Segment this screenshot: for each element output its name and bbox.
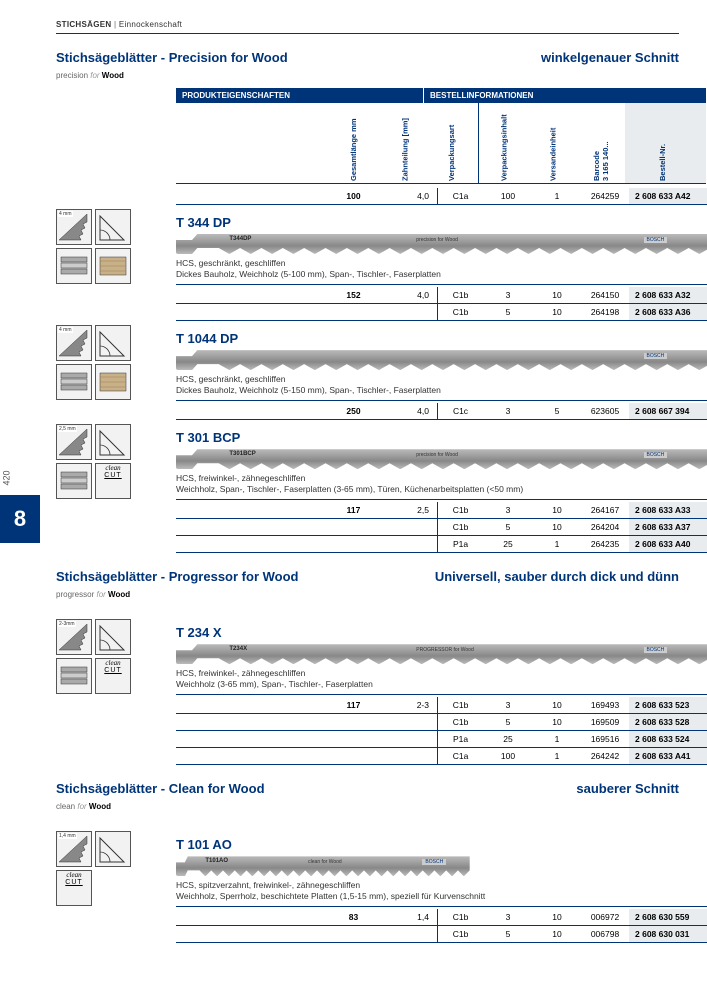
property-icon (95, 364, 131, 400)
blade-image: BOSCH (176, 350, 707, 370)
table-row: 831,4C1b3100069722 608 630 559 (176, 909, 707, 926)
clean-cut-icon: cleanCUT (95, 463, 131, 499)
table-row: C1a10012642422 608 633 A41 (176, 748, 707, 765)
product-block: 4 mmT 1044 DPBOSCHHCS, geschränkt, gesch… (56, 325, 679, 420)
product-block: 2-3mmcleanCUTT 234 XT234XPROGRESSOR for … (56, 619, 679, 765)
section-header: Stichsägeblätter - Precision for Woodwin… (56, 50, 679, 65)
breadcrumb: STICHSÄGEN | Einnockenschaft (56, 20, 679, 29)
table-row: C1b5102641982 608 633 A36 (176, 304, 707, 321)
blade-image: T101AOclean for WoodBOSCH (176, 856, 707, 876)
product-description: HCS, geschränkt, geschliffenDickes Bauho… (176, 258, 707, 280)
property-icon: 1,4 mm (56, 831, 92, 867)
property-icon (95, 424, 131, 460)
side-page-number: 420 (0, 460, 14, 496)
blade-image: T234XPROGRESSOR for WoodBOSCH (176, 644, 707, 664)
product-block: 2,5 mmcleanCUTT 301 BCPT301BCPprecision … (56, 424, 679, 553)
column-headers: Gesamtlänge mmZahnteilung [mm]Verpackung… (176, 103, 706, 184)
side-section-tab: 8 (0, 495, 40, 543)
product-code: T 234 X (176, 625, 707, 640)
table-row: 1172-3C1b3101694932 608 633 523 (176, 697, 707, 714)
product-description: HCS, freiwinkel-, zähnegeschliffenWeichh… (176, 473, 707, 495)
product-code: T 1044 DP (176, 331, 707, 346)
product-code: T 344 DP (176, 215, 707, 230)
property-icon (95, 248, 131, 284)
property-icon (56, 658, 92, 694)
clean-cut-icon: cleanCUT (56, 870, 92, 906)
table-row: P1a2511695162 608 633 524 (176, 731, 707, 748)
property-icon: 2,5 mm (56, 424, 92, 460)
product-block: 1,4 mmcleanCUTT 101 AOT101AOclean for Wo… (56, 831, 679, 943)
property-icon (95, 325, 131, 361)
table-row: C1b5100067982 608 630 031 (176, 926, 707, 943)
blade-image: T301BCPprecision for WoodBOSCH (176, 449, 707, 469)
property-icon: 4 mm (56, 209, 92, 245)
table-header-band: PRODUKTEIGENSCHAFTENBESTELLINFORMATIONEN (176, 88, 706, 103)
property-icon: 2-3mm (56, 619, 92, 655)
property-icon (56, 364, 92, 400)
property-icon (56, 463, 92, 499)
table-row: 1524,0C1b3102641502 608 633 A32 (176, 287, 707, 304)
catalog-page: 420 8 STICHSÄGEN | Einnockenschaft Stich… (0, 0, 707, 967)
table-row: 1172,5C1b3102641672 608 633 A33 (176, 502, 707, 519)
series-logo: precision for Wood (56, 71, 679, 80)
product-code: T 301 BCP (176, 430, 707, 445)
property-icon (95, 831, 131, 867)
table-row: C1b5102642042 608 633 A37 (176, 519, 707, 536)
product-description: HCS, geschränkt, geschliffenDickes Bauho… (176, 374, 707, 396)
table-row: 2504,0C1c356236052 608 667 394 (176, 403, 707, 420)
section-header: Stichsägeblätter - Clean for Woodsaubere… (56, 781, 679, 796)
section-header: Stichsägeblätter - Progressor for WoodUn… (56, 569, 679, 584)
property-icon (95, 619, 131, 655)
blade-image: T344DPprecision for WoodBOSCH (176, 234, 707, 254)
product-code: T 101 AO (176, 837, 707, 852)
clean-cut-icon: cleanCUT (95, 658, 131, 694)
series-logo: progressor for Wood (56, 590, 679, 599)
property-icon (95, 209, 131, 245)
table-row: P1a2512642352 608 633 A40 (176, 536, 707, 553)
property-icon (56, 248, 92, 284)
property-icon: 4 mm (56, 325, 92, 361)
product-description: HCS, spitzverzahnt, freiwinkel-, zähnege… (176, 880, 707, 902)
product-block: 4 mmT 344 DPT344DPprecision for WoodBOSC… (56, 209, 679, 321)
series-logo: clean for Wood (56, 802, 679, 811)
table-row: 1004,0C1a10012642592 608 633 A42 (176, 188, 707, 205)
product-description: HCS, freiwinkel-, zähnegeschliffenWeichh… (176, 668, 707, 690)
table-row: C1b5101695092 608 633 528 (176, 714, 707, 731)
